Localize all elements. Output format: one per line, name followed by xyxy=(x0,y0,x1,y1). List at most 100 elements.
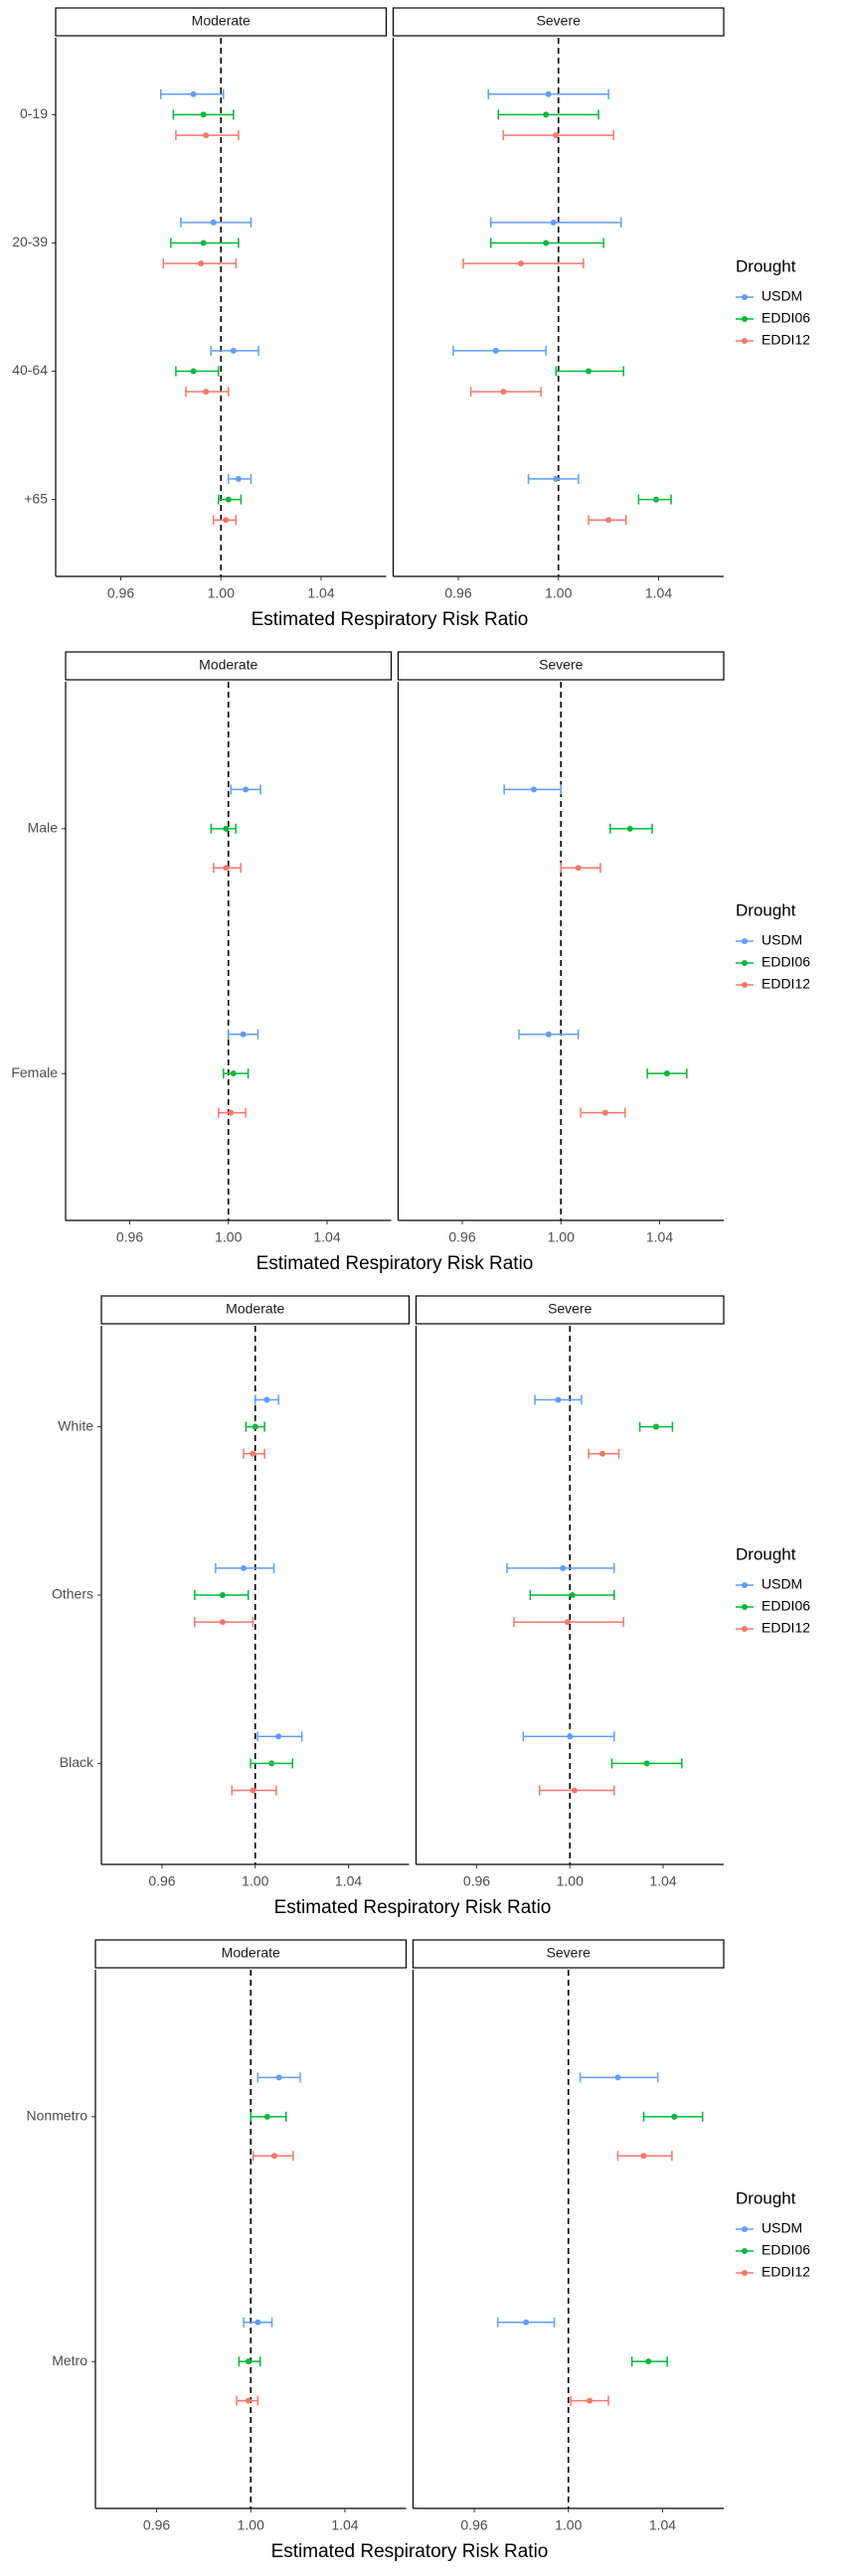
x-tick-label: 1.04 xyxy=(307,585,334,601)
legend-label: USDM xyxy=(761,1576,802,1592)
legend-label: USDM xyxy=(761,2220,802,2236)
point xyxy=(569,1592,576,1598)
point xyxy=(245,2358,252,2365)
point xyxy=(553,475,560,482)
facet-title: Moderate xyxy=(192,13,251,29)
legend-label: EDDI12 xyxy=(761,976,810,992)
point xyxy=(219,1592,226,1598)
y-tick-label: Metro xyxy=(52,2352,87,2368)
point xyxy=(245,2397,252,2404)
point xyxy=(550,219,557,226)
x-tick-label: 0.96 xyxy=(463,1873,490,1889)
legend-key-point xyxy=(742,2270,748,2276)
point xyxy=(203,132,210,139)
x-tick-label: 1.04 xyxy=(646,1229,673,1245)
x-axis-label: Estimated Respiratory Risk Ratio xyxy=(271,2541,549,2562)
point xyxy=(543,111,550,118)
y-tick-label: Nonmetro xyxy=(27,2108,88,2124)
y-tick-label: 0-19 xyxy=(20,105,48,121)
legend-key-point xyxy=(742,338,748,344)
point xyxy=(663,1070,670,1077)
point xyxy=(223,865,230,872)
point xyxy=(203,389,210,396)
point xyxy=(500,389,507,396)
point xyxy=(219,1619,226,1626)
x-tick-label: 0.96 xyxy=(107,585,134,601)
x-tick-label: 1.04 xyxy=(649,2517,676,2533)
chart: Male Female Moderate 0.96 1.00 1.04 Severe 0.96… xyxy=(11,651,810,1274)
x-tick-label: 1.00 xyxy=(215,1229,242,1245)
facet-strip xyxy=(100,1295,411,1325)
legend-key-point xyxy=(742,1604,748,1610)
legend-label: EDDI12 xyxy=(761,1620,810,1636)
facet-title: Moderate xyxy=(226,1301,284,1317)
facet-strip xyxy=(397,651,725,681)
y-tick-label: 40-64 xyxy=(12,362,48,378)
legend-title: Drought xyxy=(736,900,796,919)
point xyxy=(254,2319,261,2326)
legend-key-point xyxy=(742,2226,748,2232)
facet-title: Severe xyxy=(539,657,584,673)
point xyxy=(587,2397,593,2404)
point xyxy=(652,496,659,503)
point xyxy=(560,1564,567,1571)
x-tick-label: 1.00 xyxy=(557,1873,584,1889)
legend-label: EDDI06 xyxy=(761,310,810,326)
x-tick-label: 1.00 xyxy=(238,2517,264,2533)
y-tick-label: Black xyxy=(60,1754,94,1770)
facet-title: Severe xyxy=(548,1301,592,1317)
facet-title: Moderate xyxy=(222,1945,280,1961)
point xyxy=(492,347,499,354)
point xyxy=(671,2113,678,2120)
point xyxy=(250,1787,256,1794)
point xyxy=(555,1396,562,1403)
x-tick-label: 1.00 xyxy=(208,585,235,601)
legend-label: USDM xyxy=(761,288,802,304)
legend-label: EDDI12 xyxy=(761,2264,810,2280)
y-tick-label: Others xyxy=(52,1586,93,1602)
x-tick-label: 1.00 xyxy=(545,585,572,601)
point xyxy=(241,1564,248,1571)
x-tick-label: 0.96 xyxy=(460,2517,487,2533)
x-tick-label: 0.96 xyxy=(116,1229,143,1245)
point xyxy=(243,786,250,793)
point xyxy=(653,1423,660,1430)
x-tick-label: 1.04 xyxy=(335,1873,362,1889)
legend-key-point xyxy=(742,316,748,322)
x-axis-label: Estimated Respiratory Risk Ratio xyxy=(256,1253,534,1274)
legend-key-point xyxy=(742,1582,748,1588)
legend-label: EDDI06 xyxy=(761,2242,810,2258)
x-tick-label: 0.96 xyxy=(143,2517,170,2533)
legend-key-point xyxy=(742,294,748,300)
point xyxy=(640,2153,647,2160)
x-tick-label: 0.96 xyxy=(444,585,471,601)
facet-title: Severe xyxy=(537,13,582,29)
legend-title: Drought xyxy=(736,2188,796,2207)
chart: Nonmetro Metro Moderate 0.96 1.00 1.04 Severe 0… xyxy=(27,1939,810,2562)
point xyxy=(250,1450,256,1457)
y-tick-label: White xyxy=(58,1417,93,1433)
point xyxy=(270,2153,277,2160)
legend-key-point xyxy=(742,982,748,988)
x-tick-label: 1.04 xyxy=(649,1873,676,1889)
x-axis-label: Estimated Respiratory Risk Ratio xyxy=(252,609,529,630)
y-tick-label: Female xyxy=(11,1064,58,1080)
legend-label: USDM xyxy=(761,932,802,948)
legend-key-point xyxy=(742,2248,748,2254)
point xyxy=(200,111,207,118)
point xyxy=(571,1787,578,1794)
y-tick-label: Male xyxy=(28,820,59,836)
point xyxy=(263,1396,270,1403)
point xyxy=(190,368,197,375)
x-tick-label: 1.00 xyxy=(548,1229,575,1245)
point xyxy=(200,240,207,246)
x-axis-label: Estimated Respiratory Risk Ratio xyxy=(274,1897,552,1918)
facet-strip xyxy=(412,1939,725,1969)
point xyxy=(230,347,237,354)
legend-label: EDDI06 xyxy=(761,954,810,970)
point xyxy=(198,260,205,267)
facet-strip xyxy=(94,1939,408,1969)
point xyxy=(268,1760,275,1767)
legend-title: Drought xyxy=(736,1544,796,1563)
facet-strip xyxy=(65,651,393,681)
